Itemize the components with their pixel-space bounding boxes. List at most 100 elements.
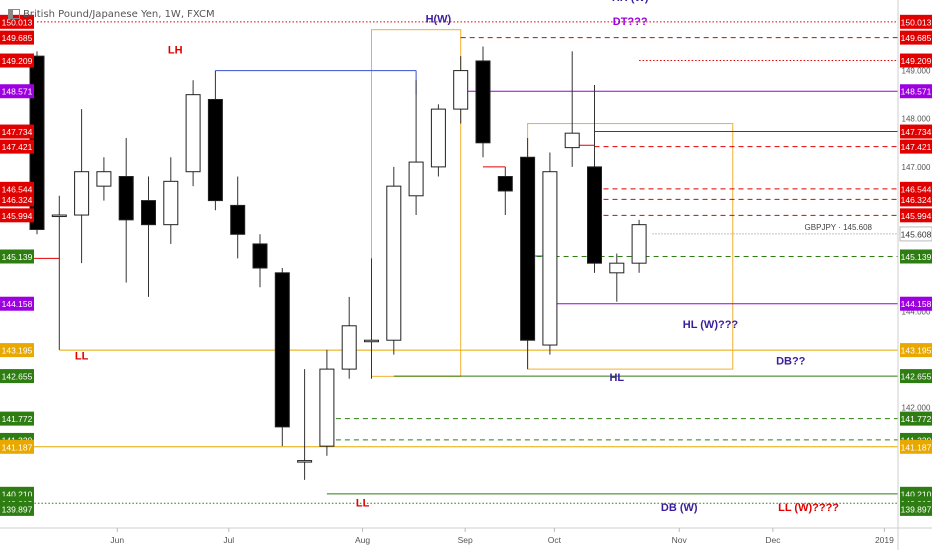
level-tag: 141.187 141.187 <box>0 439 932 454</box>
candle-body <box>163 180 179 226</box>
annotation-label: LH <box>168 45 183 57</box>
annotation-label: LL <box>356 497 370 509</box>
level-tag: 144.158 144.158 <box>0 296 932 311</box>
level-tag-right-label: 140.210 <box>901 489 932 499</box>
level-tag-right-box <box>900 181 932 196</box>
level-tag-left-box <box>0 84 34 99</box>
level-tag-right-box <box>900 439 932 454</box>
candle-up <box>609 253 625 302</box>
y-tick-label: 142.000 <box>902 404 931 413</box>
level-tag-right-box <box>900 208 932 223</box>
candle-body <box>118 176 134 221</box>
candle-up <box>341 296 357 379</box>
level-tag-left-label: 145.139 <box>2 252 33 262</box>
current-price-tag-box <box>899 226 932 242</box>
level-tag-right-box <box>900 501 932 516</box>
annotation-label: LL <box>75 350 89 362</box>
level-tag-right-label: 141.187 <box>901 442 932 452</box>
current-price-caption: GBPJPY · 145.608 <box>805 223 873 232</box>
level-tag-left-label: 139.897 <box>2 504 33 514</box>
candle-body <box>341 325 357 370</box>
annotation-label: HH (W) <box>612 0 649 4</box>
y-tick-label: 148.000 <box>902 115 931 124</box>
candle-body <box>274 272 290 428</box>
level-tag: 145.139 145.139 <box>0 249 932 264</box>
level-tag-right-box <box>900 14 932 29</box>
level-tag-left-box <box>0 411 34 426</box>
annotation-label: H(W) <box>426 13 452 25</box>
level-tag: 146.544 146.544 <box>0 181 932 196</box>
candles <box>29 46 647 480</box>
level-tag-right-box <box>900 53 932 68</box>
level-tag: 139.897 139.897 <box>0 501 932 516</box>
level-tag-left-box <box>0 53 34 68</box>
candle-up <box>51 195 67 350</box>
candle-body <box>475 60 491 144</box>
level-tag-left-box <box>0 192 34 207</box>
candle-up <box>297 369 313 480</box>
time-axis[interactable]: Jun Jul Aug Sep Oct Nov Dec 2019 <box>110 528 894 545</box>
level-tag-right-label: 143.195 <box>901 346 932 356</box>
candle-down <box>118 138 134 283</box>
candle-down <box>274 268 290 447</box>
candle-body <box>430 108 446 168</box>
candle-body <box>631 224 647 264</box>
candle-up <box>408 80 424 216</box>
level-tag: 147.421 147.421 <box>0 139 932 154</box>
candle-body <box>364 339 379 343</box>
level-tag-right-box <box>900 139 932 154</box>
x-tick-label: Dec <box>765 535 781 545</box>
level-tag-right-label: 147.421 <box>901 142 932 152</box>
candle-up <box>564 51 580 167</box>
level-tag-right-box <box>900 411 932 426</box>
candle-up <box>96 157 112 201</box>
level-tag: 146.324 146.324 <box>0 192 932 207</box>
x-tick-label: Aug <box>355 535 370 545</box>
candle-up <box>319 349 335 456</box>
level-tag-left-label: 147.421 <box>2 142 33 152</box>
level-tag: 142.655 142.655 <box>0 369 932 384</box>
candle-body <box>96 171 112 187</box>
level-tag-left-box <box>0 181 34 196</box>
level-tag-right-label: 141.772 <box>901 414 932 424</box>
annotations: GBPJPY · 145.608 H(W) HH (W) DT??? LH LL HL (W… <box>75 0 873 514</box>
x-tick-label: Nov <box>672 535 688 545</box>
level-tag-left-box <box>0 249 34 264</box>
annotation-label: HL (W)??? <box>683 319 739 331</box>
candle-down <box>475 46 491 158</box>
candle-body <box>453 70 469 110</box>
level-tag-right-label: 149.685 <box>901 33 932 43</box>
candle-body <box>609 262 625 274</box>
candle-up <box>631 219 647 273</box>
annotation-label: DB?? <box>776 355 806 367</box>
level-tag-right-label: 146.544 <box>901 184 932 194</box>
candle-up <box>364 258 379 379</box>
candle-down <box>587 85 602 273</box>
candle-down <box>252 234 268 288</box>
x-tick-label: Oct <box>548 535 562 545</box>
level-tag-right-label: 145.139 <box>901 252 932 262</box>
candle-body <box>141 200 156 226</box>
level-tag-right-label: 148.571 <box>901 87 932 97</box>
level-tag-left-label: 148.571 <box>2 87 33 97</box>
level-tag-right-box <box>900 249 932 264</box>
level-tag-right-label: 144.158 <box>901 299 932 309</box>
candle-up <box>453 56 469 124</box>
candle-body <box>497 176 513 192</box>
level-tag-right-box <box>900 84 932 99</box>
level-tag-right-label: 142.655 <box>901 372 932 382</box>
candle-body <box>252 243 268 269</box>
candle-up <box>430 104 446 177</box>
level-tag-left-label: 146.544 <box>2 184 33 194</box>
level-tag-left-label: 142.655 <box>2 372 33 382</box>
annotation-label: DT??? <box>613 16 648 28</box>
level-tag-right-box <box>900 192 932 207</box>
collapse-icon[interactable] <box>8 9 20 19</box>
level-tag: 148.571 148.571 <box>0 84 932 99</box>
level-tag-right-box <box>900 296 932 311</box>
level-tag: 145.994 145.994 <box>0 208 932 223</box>
level-tag-left-box <box>0 343 34 358</box>
annotation-label: DB (W) <box>661 502 698 514</box>
